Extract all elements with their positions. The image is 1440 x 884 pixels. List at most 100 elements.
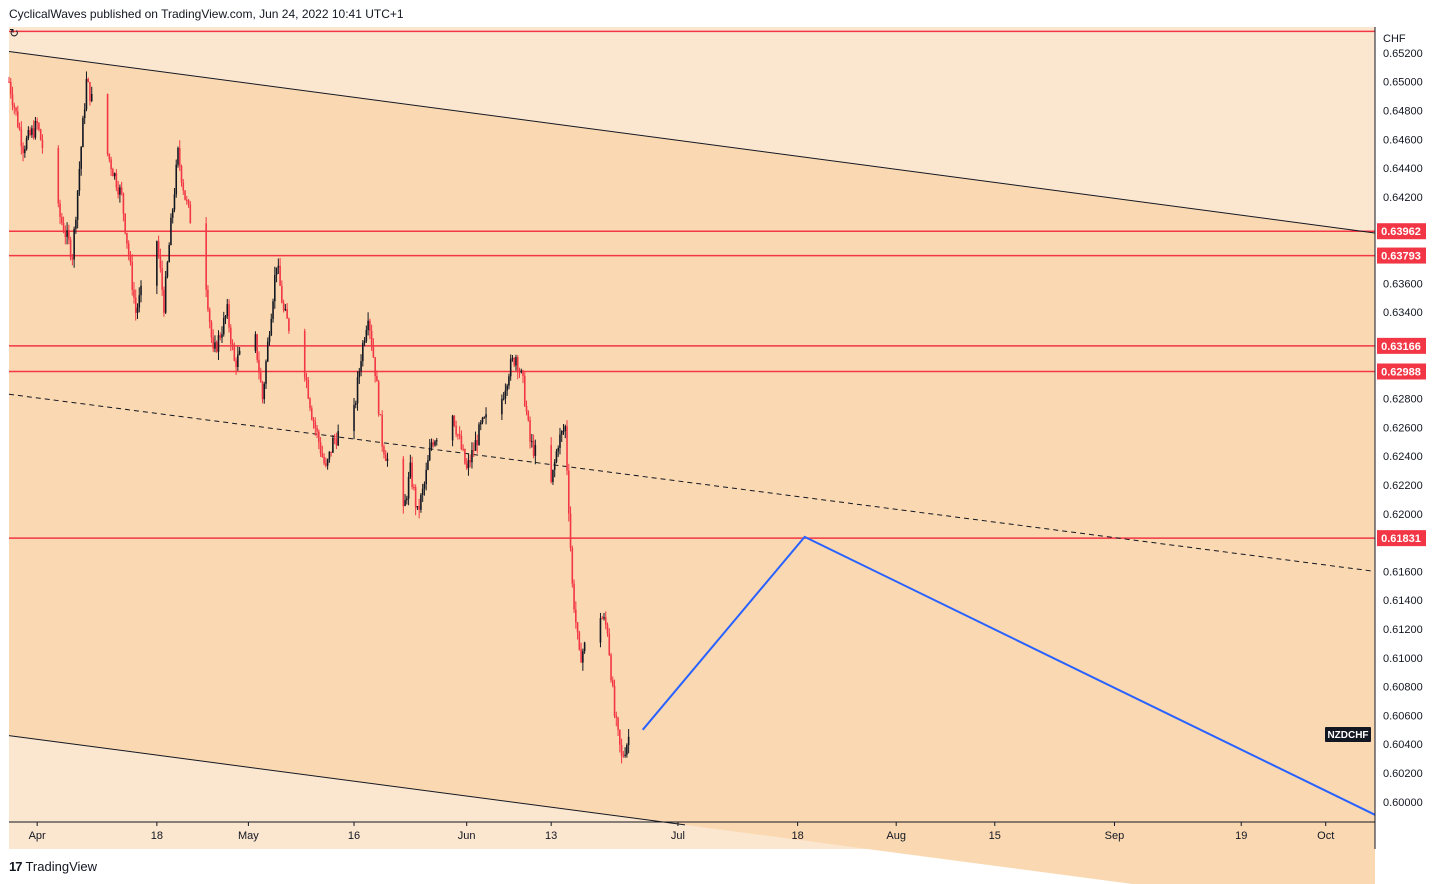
candle-body [115,173,118,188]
candle-body [170,217,172,246]
candle-body [13,105,16,108]
price-tick-label: 0.61000 [1383,653,1423,665]
price-tick-label: 0.64600 [1383,134,1423,146]
candle-body [407,476,410,499]
candle-body [68,230,70,240]
candle-body [425,469,427,484]
time-tick-label: 16 [348,830,360,842]
candle-body [275,267,278,276]
candle-body [314,421,317,429]
candle-body [617,717,619,730]
candle-body [337,431,339,446]
candle-body [613,685,616,716]
candle-body [282,302,285,310]
candle-body [171,209,174,218]
price-tick-label: 0.62800 [1383,394,1423,406]
price-tick-label: 0.60600 [1383,710,1423,722]
candle-body [288,318,290,331]
candle-body [571,547,574,584]
symbol-label: NZDCHF [1327,730,1368,741]
candle-body [168,245,170,263]
price-tick-label: 0.62400 [1383,451,1423,463]
candle-body [163,289,165,313]
candle-body [134,297,137,313]
candle-body [182,182,185,191]
candle-body [370,330,373,346]
candle-body [474,440,477,451]
price-tick-label: 0.61200 [1383,624,1423,636]
candle-body [24,149,26,154]
channel-line[interactable] [8,735,686,826]
projection-line[interactable] [641,535,1376,816]
candle-body [580,649,582,663]
candle-body [358,371,361,378]
candle-body [310,408,313,420]
candle-body [325,463,327,466]
candle-body [175,164,178,195]
time-tick-label: 13 [545,830,557,842]
candle-body [453,415,456,426]
candle-body [129,255,132,262]
price-tick-label: 0.64800 [1383,106,1423,118]
candle-body [177,148,179,165]
candle-body [178,148,181,166]
candle-body [515,357,517,366]
candle-body [61,216,63,224]
footer-brand[interactable]: 17 TradingView [9,859,97,874]
level-label: 0.62988 [1381,367,1421,379]
candle-body [576,622,579,633]
tradingview-logo-icon: 17 [9,859,23,874]
candle-body [516,357,519,372]
candle-body [82,118,84,148]
candle-body [564,426,567,431]
candle-body [562,430,565,432]
candle-body [233,345,236,361]
candle-body [485,414,487,418]
candle-body [32,128,35,138]
candle-body [504,390,507,399]
publisher-caption: CyclicalWaves published on TradingView.c… [9,7,404,21]
candle-body [522,370,524,377]
candle-body [20,129,23,147]
candle-body [458,434,461,436]
candle-body [75,219,77,229]
candle-body [575,609,577,623]
time-tick-label: 15 [989,830,1001,842]
candle-body [127,243,130,256]
candle-body [435,440,438,442]
candle-body [117,187,119,195]
candle-body [462,448,464,450]
time-tick-label: Oct [1317,830,1334,842]
candle-body [87,78,90,83]
candle-body [511,358,514,360]
candle-body [78,168,81,191]
candle-body [228,304,230,328]
candle-body [321,453,324,457]
candle-body [333,437,336,440]
candle-body [414,487,417,508]
candle-body [328,451,331,460]
candle-body [323,456,325,464]
channel-line[interactable] [8,50,1376,234]
candle-body [133,289,135,298]
candle-body [9,81,12,95]
candle-body [263,383,266,400]
candle-body [261,382,264,400]
candle-body [455,425,457,435]
channel-midline[interactable] [8,393,1376,572]
candle-body [25,138,28,150]
candle-body [207,289,209,310]
candle-body [187,199,190,205]
candle-body [381,415,383,447]
level-badge [1377,247,1426,264]
candle-body [583,642,586,652]
candle-body [90,94,93,101]
candle-body [527,411,530,421]
candle-body [173,194,176,210]
price-tick-label: 0.64200 [1383,192,1423,204]
symbol-badge[interactable]: NZDCHF [1325,727,1371,742]
candle-body [17,111,19,127]
candle-body [460,435,463,449]
candle-body [506,385,508,391]
